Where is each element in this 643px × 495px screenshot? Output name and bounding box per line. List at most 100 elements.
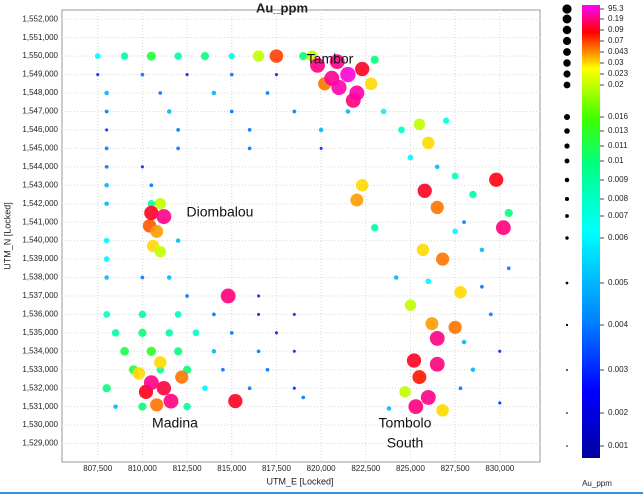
size-legend-dot — [566, 445, 568, 447]
sample-point — [430, 200, 444, 215]
y-tick-label: 1,544,000 — [22, 162, 58, 171]
sample-point — [489, 172, 504, 187]
annotation: Tombolo — [379, 415, 432, 431]
sample-point — [212, 312, 216, 317]
sample-point — [462, 220, 466, 225]
plot-area — [61, 9, 541, 463]
sample-point — [380, 108, 387, 115]
sample-point — [292, 349, 296, 353]
sample-point — [504, 208, 513, 218]
sample-point — [274, 73, 278, 77]
sample-point — [252, 50, 265, 62]
sample-point — [412, 370, 427, 385]
annotation: Tambor — [307, 51, 354, 67]
sample-point — [94, 53, 101, 59]
sample-point — [470, 367, 476, 373]
sample-point — [156, 380, 172, 396]
sample-point — [143, 375, 159, 391]
sample-point — [228, 393, 243, 409]
y-tick-label: 1,547,000 — [22, 107, 58, 116]
sample-point — [104, 146, 109, 151]
sample-point — [192, 329, 200, 337]
sample-point — [111, 329, 120, 337]
y-tick-label: 1,536,000 — [22, 310, 58, 319]
sample-point — [120, 52, 129, 60]
sample-point — [422, 136, 435, 150]
sample-point — [429, 356, 445, 372]
sample-point — [292, 312, 296, 316]
sample-point — [265, 91, 270, 95]
size-legend-dot — [566, 369, 568, 371]
x-axis-label: UTM_E [Locked] — [266, 476, 333, 486]
sample-point — [220, 288, 236, 304]
sample-point — [229, 330, 234, 335]
sample-point — [256, 349, 261, 354]
y-tick-label: 1,535,000 — [22, 328, 58, 337]
sample-point — [220, 367, 225, 372]
y-tick-label: 1,533,000 — [22, 365, 58, 374]
sample-point — [146, 51, 156, 61]
size-legend-dot — [565, 323, 569, 327]
y-tick-label: 1,542,000 — [22, 199, 58, 208]
colorbar-tick-label: 95.3 — [608, 4, 624, 13]
sample-point — [408, 399, 424, 415]
sample-point — [310, 57, 325, 73]
chart-title: Au_ppm — [256, 0, 308, 15]
colorbar — [582, 5, 600, 458]
size-legend-dot — [562, 36, 572, 46]
y-tick-label: 1,532,000 — [22, 383, 58, 392]
sample-point — [355, 179, 369, 192]
colorbar-label: Au_ppm — [582, 479, 612, 488]
sample-point — [140, 275, 145, 280]
sample-point — [138, 402, 147, 411]
sample-point — [185, 73, 189, 77]
sample-point — [399, 386, 411, 398]
sample-point — [140, 72, 145, 77]
x-tick-label: 830,000 — [485, 464, 514, 473]
sample-point — [132, 367, 146, 380]
sample-point — [345, 109, 351, 114]
sample-point — [174, 52, 182, 60]
sample-point — [454, 286, 467, 299]
sample-point — [417, 183, 432, 198]
sample-point — [146, 346, 157, 356]
size-legend-dot — [565, 214, 569, 218]
sample-point — [443, 117, 450, 124]
annotation: Diombalou — [187, 204, 254, 220]
size-legend-dot — [563, 70, 571, 78]
sample-point — [176, 146, 181, 151]
sample-point — [154, 356, 167, 369]
sample-point — [386, 406, 392, 411]
size-legend-dot — [562, 25, 572, 35]
sample-point — [406, 353, 422, 368]
sample-point — [469, 190, 477, 199]
sample-point — [104, 275, 109, 280]
sample-point — [413, 118, 426, 131]
sample-point — [404, 299, 417, 311]
sample-point — [211, 90, 217, 96]
colorbar-tick-label: 0.006 — [608, 233, 629, 242]
sample-point — [329, 54, 345, 70]
colorbar-tick-label: 0.02 — [608, 80, 624, 89]
size-legend-dot — [564, 143, 570, 149]
sample-point — [370, 55, 379, 64]
sample-point — [185, 294, 189, 298]
sample-point — [480, 284, 484, 289]
annotation: Madina — [152, 415, 198, 431]
sample-point — [274, 331, 278, 335]
sample-point — [147, 199, 156, 208]
x-tick-label: 822,500 — [351, 464, 380, 473]
x-tick-label: 807,500 — [83, 464, 112, 473]
size-legend-dot — [564, 114, 570, 120]
sample-point — [495, 220, 511, 236]
sample-point — [425, 317, 439, 331]
y-tick-label: 1,546,000 — [22, 125, 58, 134]
size-legend-dot — [563, 81, 571, 89]
colorbar-tick-label: 0.008 — [608, 194, 629, 203]
sample-point — [149, 183, 154, 188]
sample-point — [166, 275, 172, 280]
sample-point — [331, 79, 347, 96]
sample-point — [175, 370, 189, 384]
y-tick-label: 1,530,000 — [22, 420, 58, 429]
